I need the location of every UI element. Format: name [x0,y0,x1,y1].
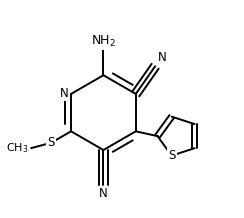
Text: S: S [168,149,175,162]
Text: N: N [158,51,167,64]
Text: CH$_3$: CH$_3$ [7,141,29,155]
Text: NH$_2$: NH$_2$ [91,34,116,49]
Text: N: N [99,187,108,200]
Text: N: N [60,87,69,100]
Text: S: S [48,136,55,149]
